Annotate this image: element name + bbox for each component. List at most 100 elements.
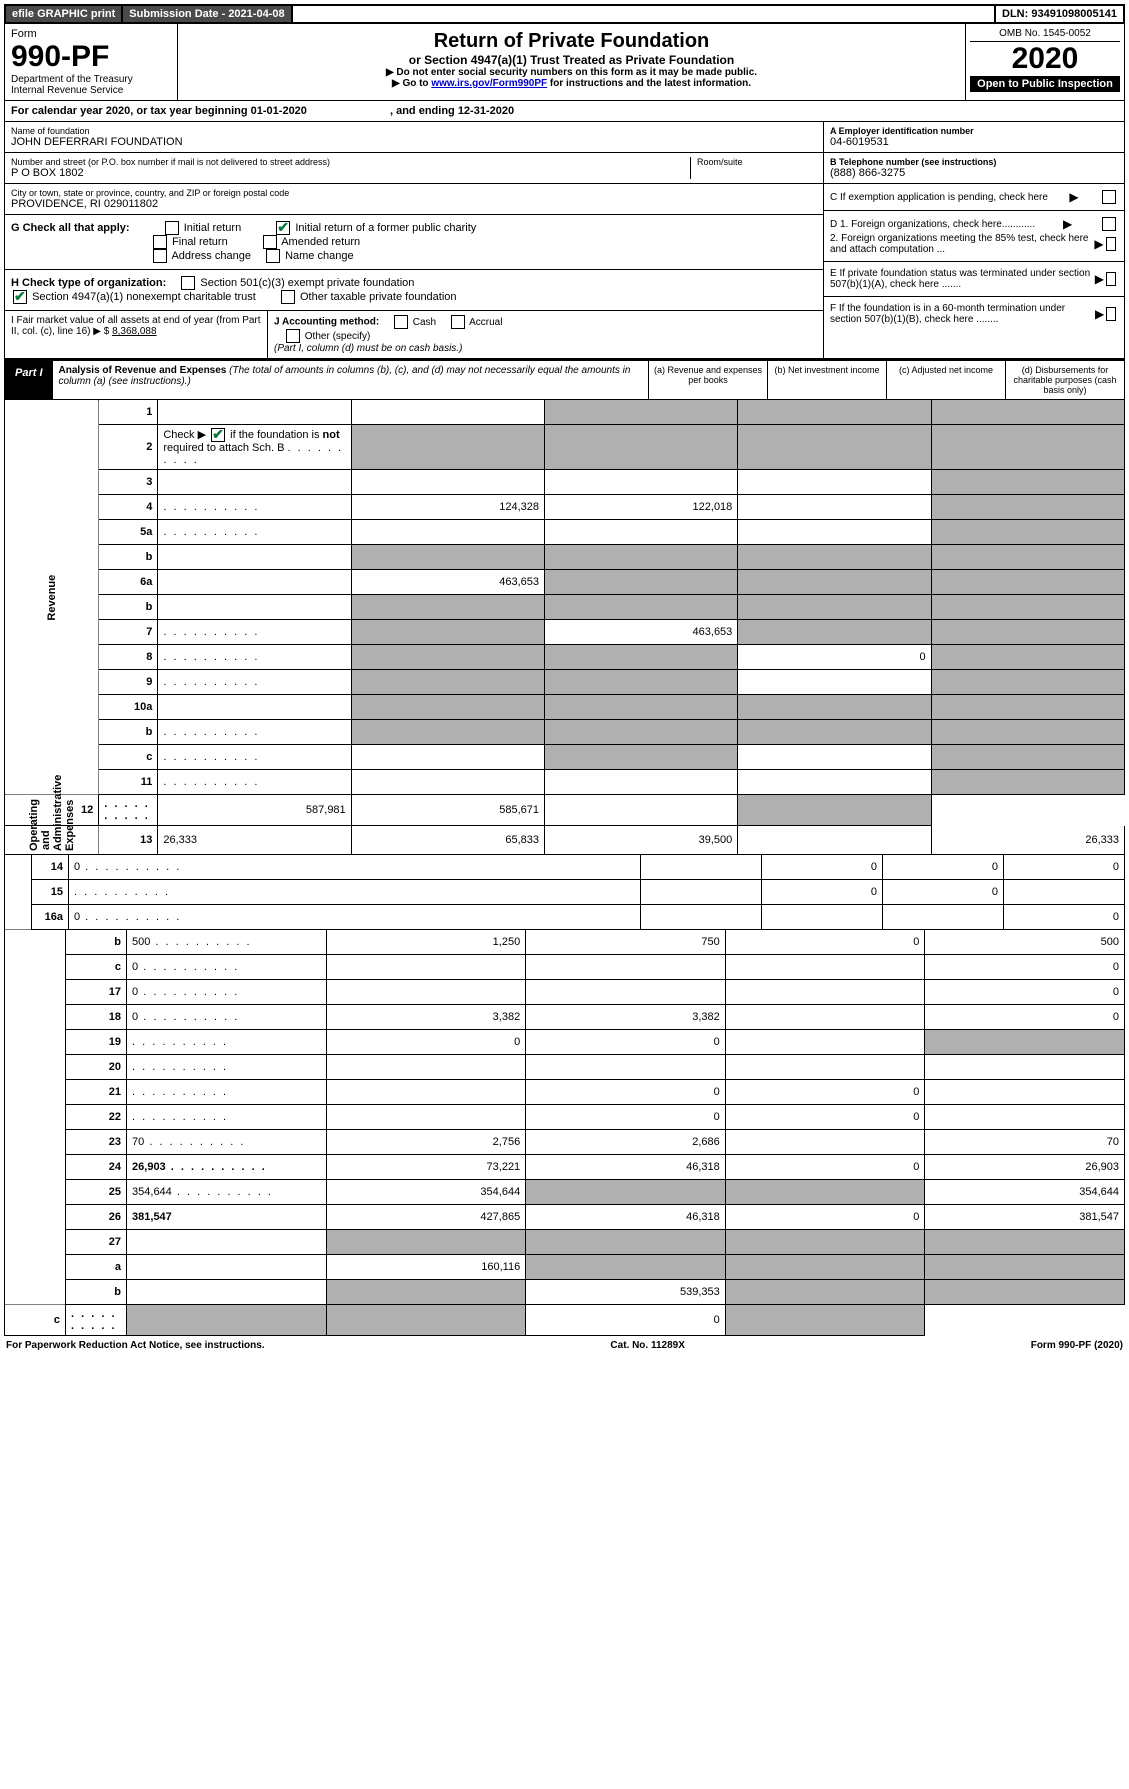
f-cell: F If the foundation is in a 60-month ter…: [824, 297, 1124, 331]
top-bar: efile GRAPHIC print Submission Date - 20…: [4, 4, 1125, 24]
table-row: 16a000: [5, 905, 1125, 930]
table-row: 6a463,653: [5, 570, 1125, 595]
e-checkbox[interactable]: [1106, 272, 1116, 286]
table-row: 25354,644354,644354,644: [5, 1180, 1125, 1205]
part1-label: Part I: [5, 361, 53, 399]
table-row: 12587,981585,671: [5, 795, 1125, 826]
table-row: 2Check ▶ if the foundation is not requir…: [5, 425, 1125, 470]
accrual-label: Accrual: [469, 317, 502, 328]
fmv-value: 8,368,088: [112, 326, 157, 337]
lines-table-3: b5001,2507500500 c00 1700 1803,3823,3820…: [4, 930, 1125, 1336]
c-label: C If exemption application is pending, c…: [830, 192, 1048, 203]
address-change-label: Address change: [171, 250, 251, 262]
part1-title: Analysis of Revenue and Expenses: [59, 365, 227, 376]
form-header: Form 990-PF Department of the Treasury I…: [4, 24, 1125, 101]
cat-no: Cat. No. 11289X: [610, 1340, 684, 1351]
ein-value: 04-6019531: [830, 136, 1118, 148]
amended-return-checkbox[interactable]: [263, 235, 277, 249]
table-row: 2426,90373,22146,318026,903: [5, 1155, 1125, 1180]
table-row: 26381,547427,86546,3180381,547: [5, 1205, 1125, 1230]
submission-date-label: Submission Date - 2021-04-08: [123, 6, 292, 22]
d2-checkbox[interactable]: [1106, 237, 1116, 251]
calyear-pre: For calendar year 2020, or tax year begi…: [11, 105, 307, 117]
form-title: Return of Private Foundation: [184, 30, 959, 53]
table-row: b539,353: [5, 1280, 1125, 1305]
table-row: a160,116: [5, 1255, 1125, 1280]
other-method-label: Other (specify): [305, 331, 371, 342]
schb-checkbox[interactable]: [211, 428, 225, 442]
page-footer: For Paperwork Reduction Act Notice, see …: [4, 1336, 1125, 1355]
ein-label: A Employer identification number: [830, 126, 1118, 136]
table-row: 9: [5, 670, 1125, 695]
table-row: 140000: [5, 855, 1125, 880]
table-row: c00: [5, 955, 1125, 980]
501c3-label: Section 501(c)(3) exempt private foundat…: [200, 277, 414, 289]
addr-value: P O BOX 1802: [11, 167, 690, 179]
c-checkbox[interactable]: [1102, 190, 1116, 204]
table-row: 1500: [5, 880, 1125, 905]
name-label: Name of foundation: [11, 126, 817, 136]
form-number: 990-PF: [11, 40, 171, 74]
col-a-head: (a) Revenue and expenses per books: [648, 361, 767, 399]
d1-label: D 1. Foreign organizations, check here..…: [830, 219, 1035, 230]
final-return-label: Final return: [172, 236, 228, 248]
e-cell: E If private foundation status was termi…: [824, 262, 1124, 297]
initial-return-checkbox[interactable]: [165, 221, 179, 235]
directive-1: ▶ Do not enter social security numbers o…: [184, 67, 959, 78]
cash-label: Cash: [413, 317, 436, 328]
g-label: G Check all that apply:: [11, 222, 130, 234]
form-subtitle: or Section 4947(a)(1) Trust Treated as P…: [184, 53, 959, 67]
4947-label: Section 4947(a)(1) nonexempt charitable …: [32, 291, 256, 303]
4947-checkbox[interactable]: [13, 290, 27, 304]
table-row: 11: [5, 770, 1125, 795]
room-label: Room/suite: [697, 157, 817, 167]
j-note: (Part I, column (d) must be on cash basi…: [274, 343, 462, 354]
initial-former-checkbox[interactable]: [276, 221, 290, 235]
phone-cell: B Telephone number (see instructions) (8…: [824, 153, 1124, 184]
table-row: 4124,328122,018: [5, 495, 1125, 520]
form990pf-link[interactable]: www.irs.gov/Form990PF: [431, 78, 547, 89]
table-row: 20: [5, 1055, 1125, 1080]
table-row: 10a: [5, 695, 1125, 720]
addr-label: Number and street (or P.O. box number if…: [11, 157, 690, 167]
top-bar-spacer: [293, 6, 996, 22]
f-checkbox[interactable]: [1106, 307, 1116, 321]
d2-label: 2. Foreign organizations meeting the 85%…: [830, 233, 1094, 255]
table-row: 2200: [5, 1105, 1125, 1130]
other-taxable-checkbox[interactable]: [281, 290, 295, 304]
cash-checkbox[interactable]: [394, 315, 408, 329]
revenue-vlabel: Revenue: [5, 400, 99, 795]
directive-2: ▶ Go to www.irs.gov/Form990PF for instru…: [184, 78, 959, 89]
foundation-name: JOHN DEFERRARI FOUNDATION: [11, 136, 817, 148]
table-row: 27: [5, 1230, 1125, 1255]
part1-header: Part I Analysis of Revenue and Expenses …: [4, 359, 1125, 400]
entity-right: A Employer identification number 04-6019…: [823, 122, 1124, 358]
col-b-head: (b) Net investment income: [767, 361, 886, 399]
address-change-checkbox[interactable]: [153, 249, 167, 263]
table-row: c0: [5, 1305, 1125, 1336]
expenses-vlabel: Operating and Administrative Expenses: [5, 826, 99, 855]
directive-2-post: for instructions and the latest informat…: [550, 78, 751, 89]
calendar-year-row: For calendar year 2020, or tax year begi…: [4, 101, 1125, 122]
501c3-checkbox[interactable]: [181, 276, 195, 290]
tax-year: 2020: [970, 42, 1120, 76]
ein-cell: A Employer identification number 04-6019…: [824, 122, 1124, 153]
directive-2-pre: ▶ Go to: [392, 78, 431, 89]
name-change-checkbox[interactable]: [266, 249, 280, 263]
table-row: c: [5, 745, 1125, 770]
table-row: b: [5, 545, 1125, 570]
table-row: 7463,653: [5, 620, 1125, 645]
form-ref: Form 990-PF (2020): [1031, 1340, 1123, 1351]
lines-table: Revenue 1 2Check ▶ if the foundation is …: [4, 400, 1125, 855]
r13d: 26,333: [931, 826, 1124, 855]
other-method-checkbox[interactable]: [286, 329, 300, 343]
amended-return-label: Amended return: [281, 236, 360, 248]
final-return-checkbox[interactable]: [153, 235, 167, 249]
h-label: H Check type of organization:: [11, 277, 166, 289]
accrual-checkbox[interactable]: [451, 315, 465, 329]
table-row: 1700: [5, 980, 1125, 1005]
table-row: b: [5, 720, 1125, 745]
name-change-label: Name change: [285, 250, 354, 262]
efile-print-label[interactable]: efile GRAPHIC print: [6, 6, 123, 22]
d1-checkbox[interactable]: [1102, 217, 1116, 231]
